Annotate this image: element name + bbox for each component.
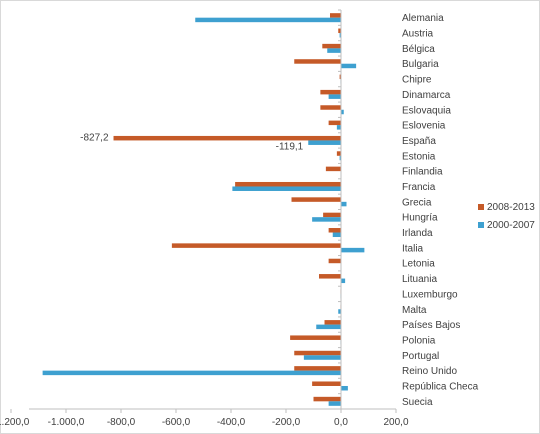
category-label: Portugal [402,351,439,362]
bar-2008-2013-22 [294,350,341,356]
category-label: Malta [402,305,427,316]
x-tick-label: 200,0 [383,417,408,428]
category-label: Francia [402,182,436,193]
bar-2008-2013-12 [291,197,341,202]
bar-2008-2013-14 [328,228,341,233]
category-label: Luxemburgo [402,289,458,300]
bar-2000-2007-15 [341,247,365,253]
category-label: Grecia [402,197,432,208]
x-tick-label: 0,0 [334,417,348,428]
bar-2000-2007-8 [308,140,341,145]
x-tick-label: -400,0 [217,417,246,428]
legend-swatch-0 [478,204,484,210]
category-label: Finlandia [402,167,443,178]
category-label: Chipre [402,75,432,86]
bar-2000-2007-2 [327,48,341,53]
x-tick-label: -1.000,0 [48,417,85,428]
category-label: Suecia [402,397,433,408]
bar-2008-2013-0 [330,13,341,18]
bar-2000-2007-20 [316,324,341,330]
bar-2008-2013-3 [294,59,341,64]
legend-label: 2000-2007 [487,220,535,231]
bar-2008-2013-4 [339,74,341,80]
bar-2008-2013-17 [319,274,341,279]
category-label: Alemania [402,13,444,24]
bar-2008-2013-8 [113,135,342,141]
category-label: Lituania [402,274,437,285]
x-tick-label: -200,0 [272,417,301,428]
bar-2000-2007-3 [341,63,357,69]
category-label: Eslovenia [402,121,446,132]
x-tick-label: -600,0 [162,417,191,428]
x-tick-label: -1.200,0 [0,417,30,428]
category-label: Reino Unido [402,366,457,377]
bar-2008-2013-23 [294,366,341,371]
category-label: Dinamarca [402,90,451,101]
category-label: Eslovaquia [402,105,451,116]
category-label: Austria [402,29,434,40]
category-label: República Checa [402,381,479,392]
bar-2008-2013-5 [320,89,341,95]
bar-2000-2007-13 [312,217,341,222]
category-label: Letonia [402,259,435,270]
bar-2008-2013-21 [290,335,341,340]
category-label: Polonia [402,335,436,346]
bar-2008-2013-25 [313,396,341,402]
bar-2000-2007-7 [336,125,341,130]
legend-label: 2008-2013 [487,202,535,213]
bar-2008-2013-9 [336,151,341,156]
bar-2000-2007-1 [339,33,341,38]
bar-2000-2007-6 [341,109,344,115]
bar-2000-2007-11 [232,186,341,191]
bar-2008-2013-1 [338,28,341,34]
category-label: Bulgaria [402,59,439,70]
bar-2000-2007-22 [303,355,341,360]
bar-2008-2013-16 [328,258,341,264]
bar-2008-2013-11 [235,181,341,187]
bar-2008-2013-2 [322,43,341,49]
bar-2000-2007-24 [341,385,348,391]
x-tick-label: -800,0 [107,417,136,428]
bar-2008-2013-6 [320,105,341,110]
bar-2000-2007-12 [341,201,347,207]
legend-swatch-1 [478,222,484,228]
bar-2008-2013-13 [323,212,341,218]
category-label: Estonia [402,151,436,162]
bar-2000-2007-14 [332,232,341,238]
bar-2008-2013-15 [171,243,341,248]
bar-2000-2007-9 [339,155,341,161]
bar-2008-2013-24 [312,381,341,386]
category-label: Bélgica [402,44,435,55]
data-label: -827,2 [80,132,109,143]
bar-2000-2007-19 [338,309,341,314]
bar-2008-2013-20 [324,320,341,325]
bar-2000-2007-17 [341,278,346,284]
bar-2000-2007-0 [195,17,341,23]
category-label: Hungría [402,213,438,224]
category-label: Países Bajos [402,320,460,331]
category-label: Italia [402,243,424,254]
bar-2000-2007-23 [42,370,341,376]
bar-2000-2007-5 [328,94,341,99]
bar-2000-2007-25 [328,401,341,406]
data-label: -119,1 [276,141,304,152]
category-label: España [402,136,436,147]
category-label: Irlanda [402,228,433,239]
bar-2008-2013-10 [325,166,341,172]
bar-2008-2013-7 [328,120,341,126]
